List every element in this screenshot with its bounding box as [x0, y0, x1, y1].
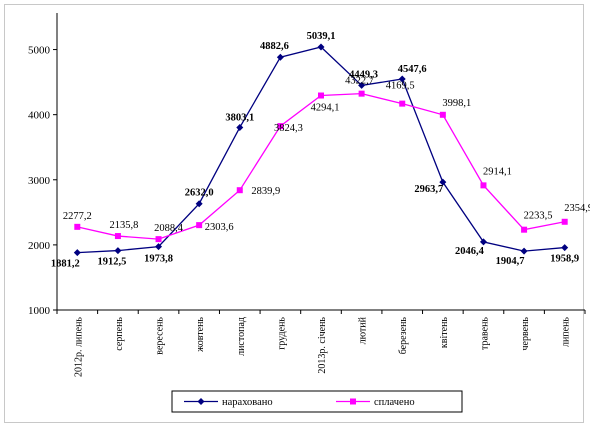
series-2-point [155, 236, 162, 243]
series-2-point [561, 218, 568, 225]
chart-frame [4, 4, 584, 423]
series-2-data-label: 4294,1 [311, 103, 340, 114]
series-2-point [236, 187, 243, 194]
series-2-point [114, 233, 121, 240]
y-tick-label: 1000 [28, 305, 51, 317]
series-2-point [439, 111, 446, 118]
series-1-point [317, 43, 325, 51]
series-2-data-label: 2914,1 [483, 166, 512, 177]
x-tick-label: травень [479, 317, 490, 350]
legend-marker-2 [350, 398, 356, 405]
x-tick-label: жовтень [195, 317, 206, 353]
legend-marker-1 [197, 398, 205, 405]
series-1-point [479, 238, 487, 246]
y-tick-label: 4000 [28, 110, 51, 122]
series-2-point [196, 222, 203, 229]
series-2-data-label: 4169,5 [386, 81, 415, 92]
series-1-point [155, 243, 163, 251]
legend-box [171, 390, 463, 413]
series-1-point [398, 75, 406, 83]
legend-label-1: нараховано [222, 397, 273, 408]
series-1-data-label: 1881,2 [51, 259, 80, 270]
series-2-data-label: 2354,9 [564, 203, 590, 214]
series-1-data-label: 5039,1 [307, 31, 336, 42]
series-2-data-label: 2839,9 [251, 186, 280, 197]
series-2-point [480, 182, 487, 189]
series-2-data-label: 2135,8 [109, 220, 138, 231]
series-1-data-label: 1912,5 [97, 257, 126, 268]
series-1-point [358, 81, 366, 89]
series-1-point [520, 247, 528, 255]
series-2-point [318, 92, 324, 99]
y-tick-label: 5000 [28, 45, 51, 57]
x-tick-label: серпень [114, 317, 125, 351]
series-1-data-label: 4449,3 [349, 69, 378, 80]
x-tick-label: 2012р. липень [73, 317, 84, 377]
series-2-data-label: 2233,5 [524, 211, 553, 222]
y-tick-label: 3000 [28, 175, 51, 187]
series-1-data-label: 1958,9 [550, 254, 579, 265]
series-1-point [73, 249, 81, 257]
x-tick-label: червень [520, 317, 531, 351]
x-tick-label: лютий [358, 316, 369, 344]
x-tick-label: квітень [439, 317, 450, 349]
series-1-data-label: 4547,6 [398, 64, 427, 75]
series-2-data-label: 2277,2 [63, 211, 92, 222]
x-tick-label: 2013р. січень [317, 317, 328, 374]
series-line-1 [77, 46, 565, 254]
series-2-point [74, 223, 81, 230]
x-tick-label: вересень [155, 317, 166, 355]
series-2-data-label: 2088,4 [154, 223, 184, 234]
series-1-point [114, 247, 122, 255]
series-1-point [195, 200, 203, 208]
series-2-point [277, 123, 284, 130]
series-1-data-label: 4882,6 [260, 41, 289, 52]
series-1-point [439, 178, 447, 186]
series-2-point [521, 226, 528, 233]
series-2-data-label: 3824,3 [274, 123, 303, 134]
x-tick-label: березень [398, 317, 409, 355]
x-tick-label: листопад [236, 317, 247, 356]
legend-label-2: сплачено [374, 397, 415, 408]
series-1-data-label: 1973,8 [144, 254, 173, 265]
series-2-data-label: 3998,1 [442, 98, 471, 109]
x-tick-label: грудень [276, 317, 287, 350]
series-1-point [276, 53, 284, 61]
series-1-data-label: 2963,7 [414, 184, 443, 195]
series-1-data-label: 1904,7 [496, 256, 525, 267]
series-1-point [236, 123, 244, 131]
series-2-data-label: 2303,6 [205, 222, 234, 233]
series-2-point [399, 100, 406, 107]
series-2-point [358, 90, 365, 97]
series-2-data-label: 4322,7 [345, 76, 374, 87]
y-tick-label: 2000 [28, 240, 51, 252]
series-1-data-label: 3803,1 [225, 112, 254, 123]
series-1-point [561, 244, 569, 252]
x-tick-label: липень [561, 317, 572, 347]
series-1-data-label: 2632,0 [185, 188, 214, 199]
series-1-data-label: 2046,4 [455, 246, 485, 257]
